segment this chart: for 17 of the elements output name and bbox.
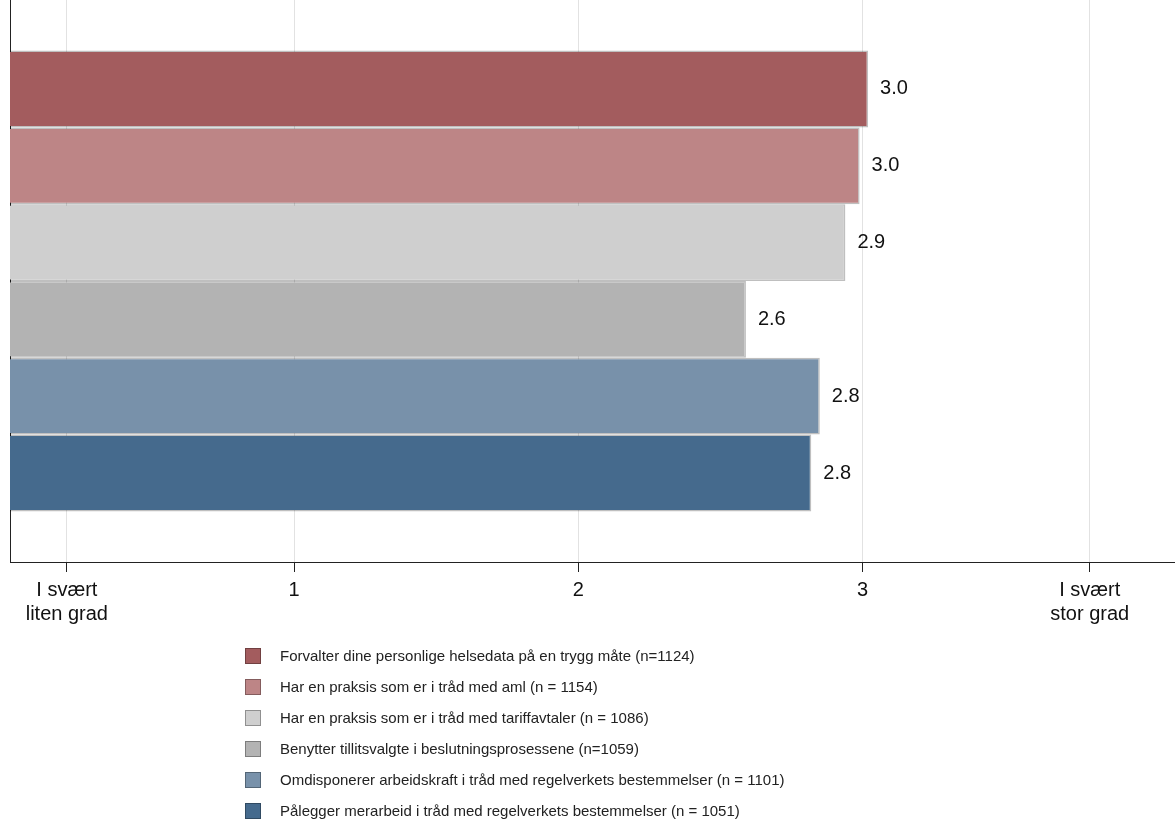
data-label: 3.0 (880, 76, 908, 99)
x-tick-label: 1 (288, 577, 300, 600)
x-tick-label: 3 (856, 577, 868, 600)
x-tick-label: I svært liten grad (25, 577, 108, 624)
legend-label: Har en praksis som er i tråd med tariffavtaler (n = 1086) (280, 709, 649, 726)
data-label: 2.6 (757, 306, 786, 329)
legend-label: Benytter tillitsvalgte i beslutningsprosessene (n=1059) (280, 740, 639, 757)
legend-label: Har en praksis som er i tråd med aml (n = 1154) (280, 678, 598, 695)
data-label: 3.0 (871, 153, 900, 176)
data-label: 2.8 (823, 460, 852, 483)
data-label: 2.9 (857, 230, 886, 253)
x-tick-label: I svært stor grad (1050, 577, 1130, 624)
data-label: 2.8 (831, 383, 860, 406)
legend-label: Forvalter dine personlige helsedata på en trygg måte (n=1124) (280, 647, 695, 664)
legend-label: Omdisponerer arbeidskraft i tråd med regelverkets bestemmelser (n = 1101) (280, 771, 785, 788)
legend-label: Pålegger merarbeid i tråd med regelverkets bestemmelser (n = 1051) (280, 802, 740, 819)
x-tick-label: 2 (572, 577, 584, 600)
